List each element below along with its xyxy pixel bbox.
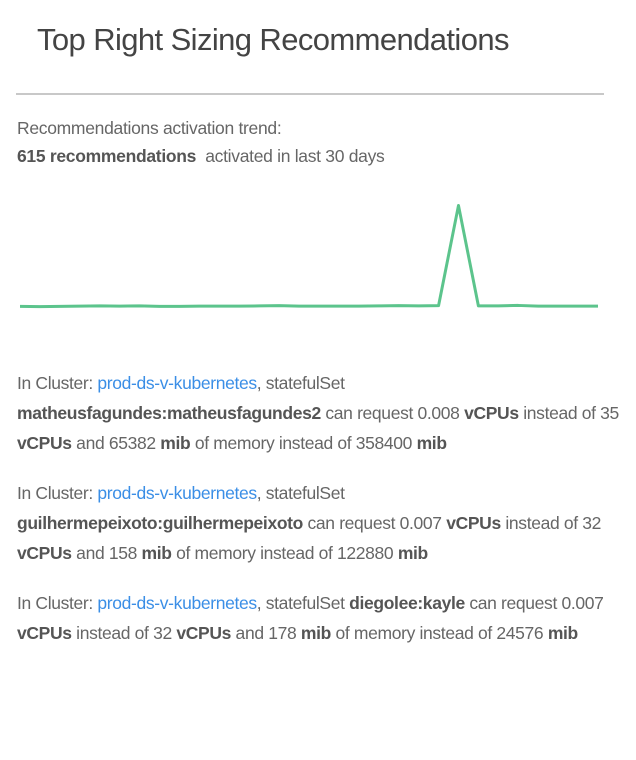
page-title: Top Right Sizing Recommendations	[37, 22, 509, 57]
recommendations-list: In Cluster: prod-ds-v-kubernetes, statef…	[17, 368, 633, 668]
unit: vCPUs	[17, 543, 72, 563]
trend-label: Recommendations activation trend:	[17, 118, 282, 138]
text: instead of 35	[518, 403, 619, 423]
unit: mib	[416, 433, 447, 453]
unit: vCPUs	[17, 433, 72, 453]
unit: vCPUs	[446, 513, 501, 533]
cluster-prefix: In Cluster:	[17, 483, 98, 503]
trend-count: 615 recommendations	[17, 146, 197, 166]
workload-name: guilhermepeixoto:guilhermepeixoto	[17, 513, 303, 533]
activation-sparkline	[19, 204, 598, 309]
unit: mib	[300, 623, 331, 643]
cluster-prefix: In Cluster:	[17, 373, 98, 393]
text: instead of 32	[500, 513, 602, 533]
workload-name: diegolee:kayle	[349, 593, 465, 613]
text: can request 0.007	[464, 593, 604, 613]
recommendation-item: In Cluster: prod-ds-v-kubernetes, statef…	[17, 478, 633, 568]
unit: mib	[547, 623, 578, 643]
text: of memory instead of 24576	[330, 623, 548, 643]
text: and 65382	[71, 433, 161, 453]
trend-suffix: activated in last 30 days	[205, 146, 385, 166]
text: of memory instead of 122880	[171, 543, 398, 563]
text: instead of 32	[71, 623, 177, 643]
cluster-prefix: In Cluster:	[17, 593, 98, 613]
workload-name: matheusfagundes:matheusfagundes2	[17, 403, 321, 423]
unit: mib	[397, 543, 428, 563]
recommendation-item: In Cluster: prod-ds-v-kubernetes, statef…	[17, 588, 633, 648]
unit: vCPUs	[464, 403, 519, 423]
workload-kind: , statefulSet	[256, 373, 345, 393]
text: of memory instead of 358400	[190, 433, 417, 453]
divider	[16, 93, 604, 95]
unit: mib	[141, 543, 172, 563]
trend-summary: Recommendations activation trend: 615 re…	[17, 114, 385, 170]
text: can request 0.007	[303, 513, 447, 533]
cluster-link[interactable]: prod-ds-v-kubernetes	[97, 593, 257, 613]
unit: mib	[160, 433, 191, 453]
text: and 158	[71, 543, 142, 563]
workload-kind: , statefulSet	[256, 593, 350, 613]
unit: vCPUs	[176, 623, 232, 643]
text: can request 0.008	[320, 403, 465, 423]
workload-kind: , statefulSet	[256, 483, 345, 503]
text: and 178	[231, 623, 301, 643]
recommendation-item: In Cluster: prod-ds-v-kubernetes, statef…	[17, 368, 633, 458]
cluster-link[interactable]: prod-ds-v-kubernetes	[97, 373, 257, 393]
trend-line	[19, 204, 598, 309]
unit: vCPUs	[17, 623, 72, 643]
cluster-link[interactable]: prod-ds-v-kubernetes	[97, 483, 257, 503]
